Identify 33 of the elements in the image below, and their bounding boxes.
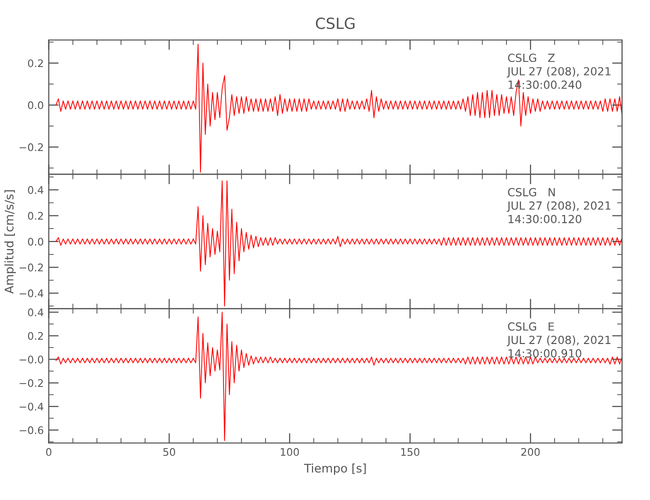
x-tick-label: 200 [521, 448, 540, 456]
y-tick-label: 0.4 [28, 308, 44, 316]
y-tick-label: −0.2 [20, 379, 43, 388]
line-series [56, 44, 622, 173]
x-tick-label: 150 [401, 448, 420, 456]
annotation: CSLG E [508, 322, 554, 331]
y-tick-label: 0.2 [28, 332, 43, 340]
chart-title: CSLG [316, 18, 355, 30]
y-tick-label: −0.0 [20, 356, 44, 364]
y-tick-label: −0.2 [20, 264, 43, 272]
y-axis-title: Amplitud [cm/s/s] [4, 190, 16, 294]
x-axis-title: Tiempo [s] [304, 464, 366, 475]
line-series [56, 312, 622, 442]
annotation: CSLG N [508, 188, 555, 196]
y-tick-label: −0.2 [20, 143, 43, 152]
annotation: 14:30:00.120 [508, 214, 582, 224]
x-tick-label: 100 [280, 448, 299, 456]
annotation: JUL 27 (208), 2021 [506, 201, 610, 212]
y-tick-label: −0.4 [20, 402, 44, 411]
annotation: JUL 27 (208), 2021 [506, 66, 610, 78]
y-tick-label: 0.2 [28, 212, 43, 220]
y-tick-label: 0.0 [28, 238, 44, 246]
line-series [56, 180, 622, 307]
y-tick-label: 0.2 [28, 59, 43, 68]
y-tick-label: −0.6 [20, 426, 44, 434]
annotation: JUL 27 (208), 2021 [506, 336, 610, 346]
y-tick-label: −0.4 [20, 289, 44, 298]
annotation: 14:30:00.910 [508, 349, 582, 358]
y-tick-label: 0.0 [28, 101, 44, 110]
annotation: CSLG Z [508, 54, 555, 62]
x-tick-label: 0 [46, 448, 52, 456]
y-tick-label: 0.4 [28, 186, 44, 194]
x-tick-label: 50 [163, 448, 176, 456]
